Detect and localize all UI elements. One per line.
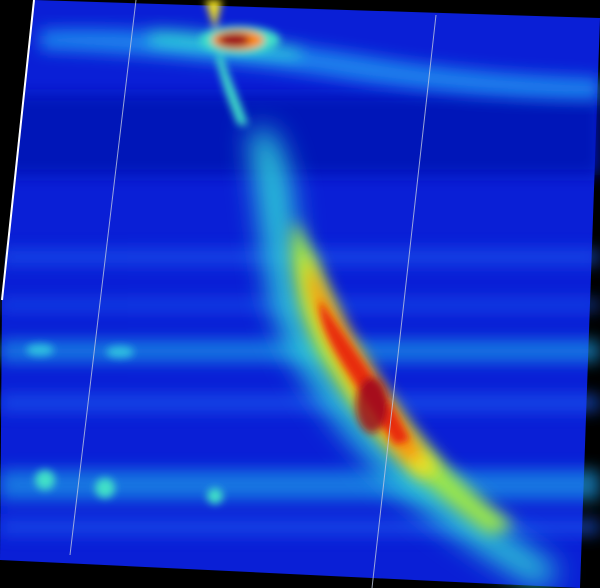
main-plume-mid bbox=[290, 220, 515, 535]
left-spots bbox=[26, 344, 223, 504]
main-plume-outer bbox=[250, 130, 560, 588]
main-plume-core bbox=[319, 300, 410, 445]
frame-edge bbox=[1, 0, 35, 301]
top-hotspot bbox=[200, 0, 280, 125]
grid-lines bbox=[69, 0, 437, 588]
main-plume-inner bbox=[304, 250, 440, 478]
dark-band-top bbox=[0, 95, 600, 175]
